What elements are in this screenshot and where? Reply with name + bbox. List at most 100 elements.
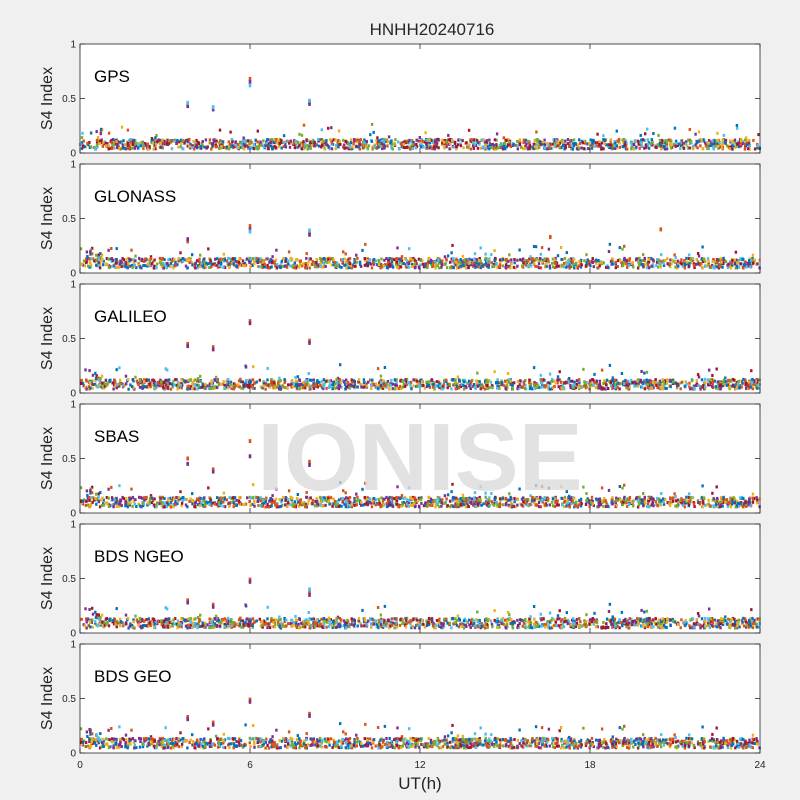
- data-point: [187, 257, 190, 261]
- data-point: [535, 138, 538, 142]
- data-point: [385, 385, 388, 389]
- data-point: [578, 385, 581, 389]
- data-point: [485, 264, 488, 268]
- data-point: [357, 145, 360, 149]
- data-point: [197, 142, 201, 145]
- data-point: [516, 379, 520, 383]
- data-point: [146, 264, 149, 268]
- data-point: [401, 379, 404, 383]
- data-point: [359, 383, 362, 387]
- data-point: [111, 143, 114, 146]
- data-point: [472, 141, 475, 145]
- data-point: [248, 382, 251, 386]
- data-point: [371, 383, 374, 387]
- data-point: [380, 145, 383, 149]
- data-point: [495, 132, 499, 136]
- data-point: [731, 142, 734, 146]
- data-point: [720, 260, 723, 264]
- data-point: [382, 140, 386, 144]
- data-point: [114, 383, 117, 387]
- data-point: [529, 494, 532, 498]
- data-point: [254, 138, 257, 142]
- data-point: [561, 263, 564, 267]
- data-point: [285, 265, 289, 269]
- data-point: [284, 143, 287, 146]
- data-point: [749, 385, 753, 389]
- data-point: [129, 140, 133, 144]
- data-point: [722, 381, 725, 385]
- data-point: [486, 261, 489, 265]
- data-point: [355, 144, 358, 148]
- data-point: [228, 264, 231, 268]
- data-point: [313, 144, 316, 148]
- data-point: [115, 259, 119, 263]
- data-point: [543, 384, 546, 388]
- data-point: [631, 142, 634, 146]
- data-point: [684, 380, 687, 384]
- data-point: [728, 147, 731, 151]
- data-point: [409, 496, 412, 499]
- data-point: [532, 245, 536, 248]
- data-point: [660, 492, 663, 495]
- data-point: [404, 257, 407, 261]
- spike-point: [248, 229, 252, 234]
- data-point: [193, 142, 197, 145]
- data-point: [739, 262, 742, 266]
- data-point: [87, 503, 90, 507]
- data-point: [387, 498, 390, 502]
- data-point: [276, 263, 279, 267]
- y-tick-label: 0.5: [62, 334, 76, 345]
- data-point: [644, 143, 648, 147]
- data-point: [712, 142, 716, 146]
- data-point: [133, 138, 136, 142]
- data-point: [547, 385, 550, 389]
- data-point: [121, 264, 125, 268]
- data-point: [348, 262, 352, 266]
- data-point: [736, 261, 739, 265]
- data-point: [642, 380, 645, 384]
- data-point: [715, 265, 719, 269]
- data-point: [403, 146, 406, 150]
- data-point: [422, 145, 425, 149]
- data-point: [448, 137, 452, 141]
- data-point: [650, 386, 653, 390]
- data-point: [228, 147, 231, 151]
- data-point: [496, 146, 499, 150]
- data-point: [149, 257, 153, 260]
- data-point: [535, 130, 538, 134]
- data-point: [222, 491, 226, 495]
- data-point: [274, 383, 277, 387]
- data-point: [110, 264, 114, 268]
- data-point: [730, 379, 733, 383]
- data-point: [82, 139, 85, 143]
- data-point: [403, 384, 407, 388]
- data-point: [380, 380, 383, 384]
- data-point: [216, 257, 219, 261]
- data-point: [228, 262, 231, 266]
- data-point: [482, 263, 485, 267]
- data-point: [695, 382, 698, 386]
- data-point: [544, 262, 548, 266]
- data-point: [596, 132, 599, 136]
- data-point: [439, 259, 442, 263]
- data-point: [198, 380, 202, 384]
- data-point: [154, 382, 158, 386]
- data-point: [634, 258, 638, 262]
- data-point: [521, 264, 524, 268]
- data-point: [271, 147, 274, 151]
- data-point: [79, 486, 83, 490]
- data-point: [602, 261, 605, 265]
- data-point: [426, 262, 429, 266]
- data-point: [745, 381, 748, 385]
- data-point: [280, 261, 283, 265]
- data-point: [666, 378, 669, 382]
- data-point: [249, 503, 252, 507]
- data-point: [344, 260, 348, 264]
- spike-point: [186, 104, 189, 109]
- data-point: [724, 383, 727, 387]
- data-point: [488, 257, 491, 261]
- data-point: [179, 251, 182, 255]
- data-point: [583, 380, 586, 384]
- data-point: [379, 266, 382, 270]
- data-point: [302, 140, 305, 144]
